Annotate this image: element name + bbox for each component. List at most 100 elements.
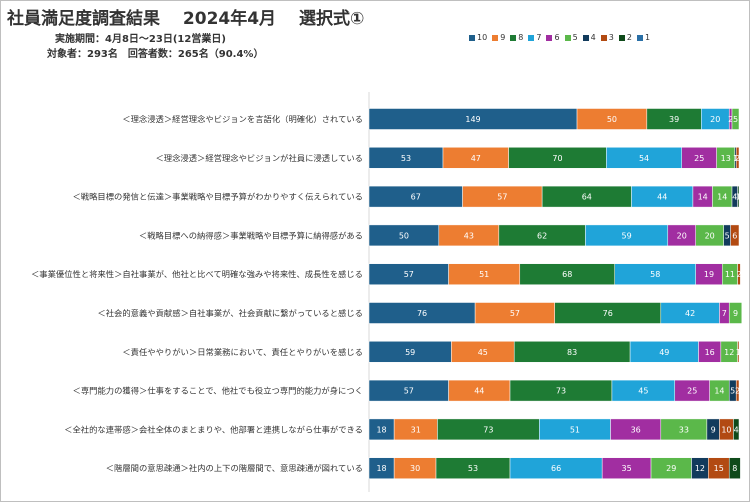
legend-item-4: 4 [582,33,596,42]
survey-period: 実施期間：4月8日～23日(12営業日) [55,34,226,45]
legend-item-7: 7 [528,33,541,42]
data-label: 31 [411,425,421,434]
legend-swatch [600,34,607,41]
data-label: 11 [725,270,735,279]
legend-item-9: 9 [492,33,505,42]
data-label: 5 [730,387,735,396]
data-label: 2 [736,270,741,279]
data-label: 18 [376,464,386,473]
data-label: 149 [465,115,480,124]
data-label: 70 [552,154,562,163]
data-label: 16 [705,348,715,357]
legend-item-5: 5 [564,33,578,42]
legend-label: 3 [608,33,614,42]
bar-segment [728,302,743,324]
data-label: 33 [679,425,689,434]
data-label: 30 [410,464,420,473]
data-label: 2 [735,387,740,396]
legend-label: 6 [554,33,560,42]
data-label: 50 [399,231,409,240]
legend-item-8: 8 [510,33,523,42]
data-label: 25 [687,387,697,396]
data-label: 51 [479,270,489,279]
data-label: 76 [417,309,427,318]
legend-label: 2 [626,33,632,42]
bar-segment [735,147,740,169]
bar-segment [737,185,740,208]
data-label: 53 [468,464,478,473]
bar-segment [728,457,741,479]
data-label: 57 [404,270,414,279]
legend-label: 9 [500,33,506,42]
bar-segment [735,379,740,402]
legend-swatch [636,34,643,41]
data-label: 12 [724,348,734,357]
data-label: 1 [736,193,741,202]
legend-label: 1 [644,33,651,42]
data-label: 9 [711,425,716,434]
legend-label: 8 [518,33,524,42]
data-label: 67 [411,193,421,202]
data-label: 18 [376,425,386,434]
data-label: 51 [570,425,580,434]
category-label: ＜事業優位性と将来性＞自社事業が、他社と比べて明確な強みや将来性、成長性を感じる [31,269,363,279]
data-label: 54 [639,154,649,163]
data-label: 44 [474,387,484,396]
legend-swatch [618,34,625,41]
data-label: 19 [704,270,714,279]
data-label: 59 [622,231,632,240]
data-label: 25 [694,154,704,163]
data-label: 45 [478,348,488,357]
legend-label: 4 [590,33,596,42]
category-label: ＜責任ややりがい＞日常業務において、責任とやりがいを感じる [122,347,363,357]
data-label: 68 [562,270,572,279]
data-label: 50 [607,115,617,124]
data-label: 2 [728,115,733,124]
data-label: 44 [657,193,667,202]
data-label: 57 [497,193,507,202]
data-label: 47 [471,154,481,163]
data-label: 39 [669,115,679,124]
legend-label: 10 [477,33,488,42]
bar-segment [733,418,740,441]
data-label: 20 [710,115,720,124]
category-label: ＜社会的意義や貢献感＞自社事業が、社会貢献に繋がっていると感じる [97,308,363,318]
data-label: 5 [733,115,738,124]
data-label: 29 [666,464,676,473]
legend-item-6: 6 [546,33,560,42]
category-label: ＜理念浸透＞経営理念やビジョンを言語化（明確化）されている [122,114,363,124]
data-label: 6 [732,231,737,240]
page-title: 社員満足度調査結果 2024年4月 選択式① [7,9,365,29]
data-label: 73 [483,425,493,434]
data-label: 14 [717,193,727,202]
data-label: 49 [659,348,669,357]
data-label: 36 [631,425,641,434]
data-label: 58 [650,270,660,279]
data-label: 4 [734,425,739,434]
legend-label: 7 [536,33,542,42]
data-label: 62 [537,231,547,240]
legend-swatch [492,34,499,41]
data-label: 76 [603,309,613,318]
data-label: 13 [721,154,731,163]
data-label: 1 [736,348,741,357]
data-label: 35 [622,464,632,473]
data-label: 7 [722,309,727,318]
data-label: 5 [725,231,730,240]
data-label: 66 [551,464,561,473]
data-label: 73 [556,387,566,396]
data-label: 14 [714,387,724,396]
legend-swatch [564,34,571,41]
category-label: ＜階層間の意思疎通＞社内の上下の階層間で、意思疎通が図れている [106,463,363,473]
data-label: 83 [567,348,577,357]
category-label: ＜戦略目標の発信と伝達＞事業戦略や目標予算がわかりやすく伝えられている [73,192,364,202]
category-label: ＜専門能力の獲得＞仕事をすることで、他社でも役立つ専門的能力が身につく [73,386,364,396]
category-label: ＜戦略目標への納得感＞事業戦略や目標予算に納得感がある [139,230,363,240]
legend-item-2: 2 [618,33,632,42]
data-label: 20 [677,231,687,240]
data-label: 9 [733,309,738,318]
legend-item-10: 10 [469,33,487,42]
data-label: 20 [705,231,715,240]
data-label: 15 [714,464,724,473]
